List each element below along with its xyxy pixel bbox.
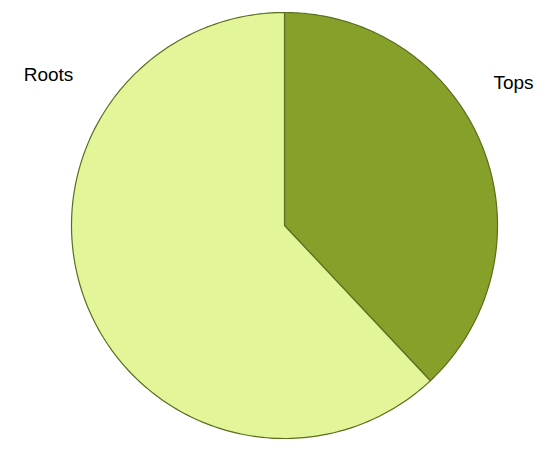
svg-text:Roots: Roots bbox=[24, 64, 74, 85]
svg-text:Tops: Tops bbox=[493, 72, 533, 93]
